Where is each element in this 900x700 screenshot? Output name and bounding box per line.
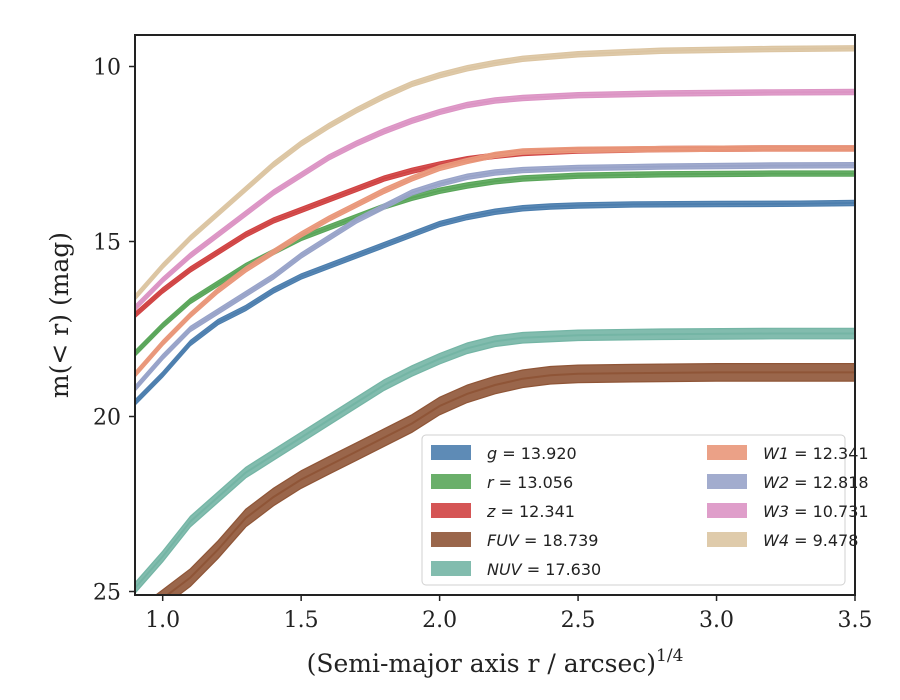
ticks-layer: 1.0 1.5 2.0 2.5 3.0 3.5 10 15 20 25 (93, 56, 873, 634)
legend-swatch-w1 (707, 445, 747, 460)
legend-label-w3: W3 = 10.731 (763, 502, 869, 521)
plot-frame (134, 34, 856, 596)
series-z-band (135, 145, 855, 319)
legend-label-w4: W4 = 9.478 (763, 531, 858, 550)
legend: g = 13.920 r = 13.056 z = 12.341 FUV = 18.7… (421, 434, 869, 586)
legend-box (421, 434, 846, 586)
series-w1-band (135, 145, 855, 379)
x-axis-label-exponent: 1/4 (656, 646, 683, 666)
y-axis-label: m(< r) (mag) (45, 232, 74, 398)
series-w1-line (135, 147, 855, 376)
series-w1 (135, 145, 855, 379)
series-w3 (135, 88, 855, 312)
legend-label-r: r = 13.056 (487, 473, 573, 492)
legend-label-z: z = 12.341 (486, 502, 575, 521)
legend-swatch-fuv (431, 532, 471, 547)
legend-swatch-w3 (707, 503, 747, 518)
series-nuv-line (135, 332, 855, 589)
x-tick-label: 3.0 (699, 608, 734, 633)
legend-swatch-nuv (431, 561, 471, 576)
y-tick-label: 10 (93, 56, 121, 81)
legend-label-fuv: FUV = 18.739 (487, 531, 598, 550)
series-fuv (154, 363, 855, 595)
legend-swatch-w2 (707, 474, 747, 489)
series-w3-line (135, 91, 855, 309)
x-tick-label: 3.5 (838, 608, 873, 633)
series-w2-line (135, 164, 855, 390)
series-nuv-band (135, 327, 855, 595)
x-tick-label: 1.0 (145, 608, 180, 633)
series-fuv-line (165, 371, 855, 595)
x-tick-label: 2.0 (422, 608, 457, 633)
series-w2-band (135, 162, 855, 393)
series-w4-line (135, 47, 855, 299)
legend-swatch-g (431, 445, 471, 460)
series-layer (135, 45, 855, 595)
y-tick-label: 15 (93, 231, 121, 256)
legend-label-nuv: NUV = 17.630 (487, 560, 601, 579)
x-axis-label-text: (Semi-major axis r / arcsec) (307, 649, 656, 678)
series-g-band (135, 199, 855, 406)
series-fuv-band (154, 363, 855, 595)
legend-label-w1: W1 = 12.341 (763, 444, 869, 463)
series-g-line (135, 202, 855, 404)
series-g (135, 199, 855, 406)
x-tick-label: 2.5 (561, 608, 596, 633)
legend-swatch-r (431, 474, 471, 489)
series-w4-band (135, 45, 855, 302)
series-nuv (135, 327, 855, 595)
series-w4 (135, 45, 855, 302)
legend-swatch-w4 (707, 532, 747, 547)
series-w2 (135, 162, 855, 393)
series-w3-band (135, 88, 855, 312)
x-axis-label: (Semi-major axis r / arcsec)1/4 (307, 646, 684, 678)
y-tick-label: 25 (93, 581, 121, 606)
legend-label-w2: W2 = 12.818 (763, 473, 869, 492)
series-r-line (135, 172, 855, 355)
legend-swatch-z (431, 503, 471, 518)
legend-label-g: g = 13.920 (487, 444, 577, 463)
x-tick-label: 1.5 (284, 608, 319, 633)
y-tick-label: 20 (93, 406, 121, 431)
